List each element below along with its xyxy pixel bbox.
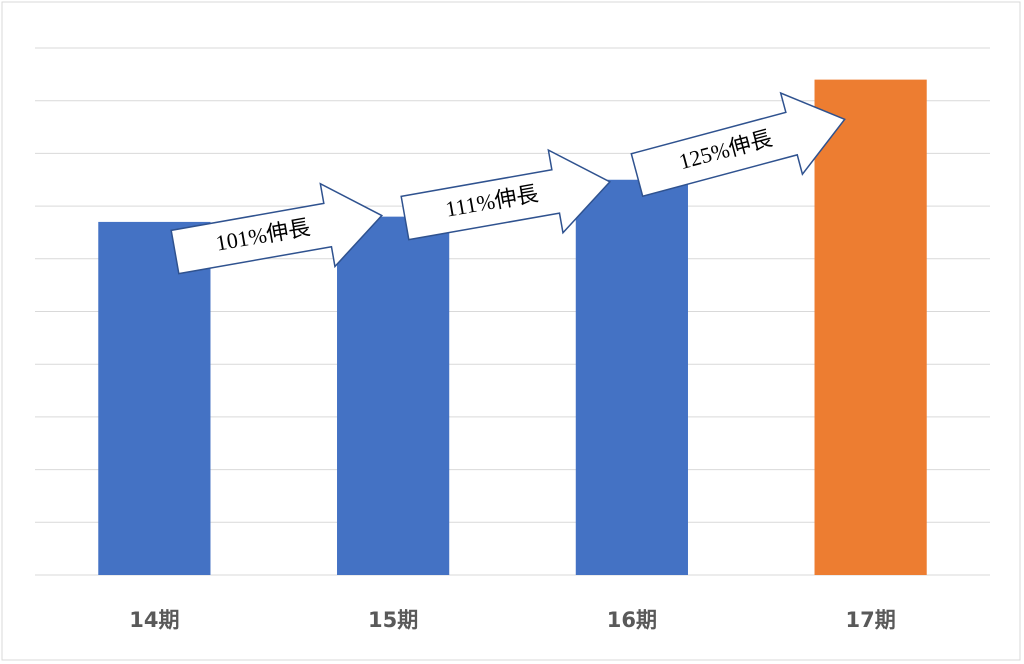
arrow-shape	[630, 91, 846, 198]
arrow: 101%伸長	[170, 182, 384, 275]
x-tick-label: 15期	[368, 608, 418, 632]
x-tick-label: 17期	[846, 608, 896, 632]
x-tick-label: 16期	[607, 608, 657, 632]
arrow: 111%伸長	[400, 148, 612, 241]
arrow-shape	[400, 148, 612, 241]
arrow-shape	[170, 182, 384, 275]
x-tick-label: 14期	[129, 608, 179, 632]
bar	[98, 221, 211, 575]
bar	[575, 179, 688, 575]
bar	[337, 216, 450, 575]
bar	[814, 79, 927, 576]
